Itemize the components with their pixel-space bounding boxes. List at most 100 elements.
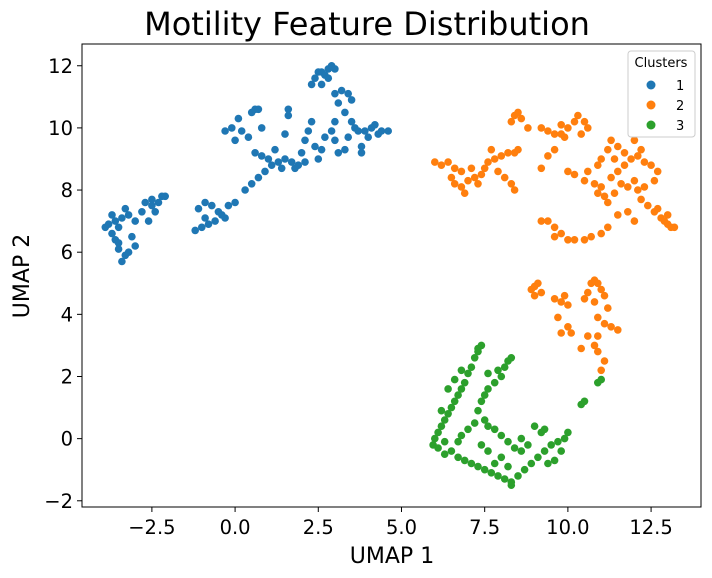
cluster-1-point (311, 74, 319, 82)
cluster-3-point (460, 456, 469, 465)
y-axis: −2 0 2 4 6 8 10 12 (44, 55, 82, 513)
cluster-2-point (464, 176, 472, 185)
cluster-1-point (118, 214, 126, 222)
cluster-3-point (454, 391, 462, 399)
cluster-1-point (257, 124, 266, 132)
cluster-3-point (507, 481, 516, 490)
cluster-2-point (594, 313, 602, 322)
cluster-2-point (490, 155, 499, 163)
x-tick-label: 10.0 (546, 516, 589, 539)
cluster-1-point (284, 105, 293, 114)
cluster-2-point (487, 145, 496, 154)
cluster-1-point (201, 198, 209, 207)
cluster-3-point (494, 472, 502, 480)
x-tick-label: 12.5 (629, 516, 672, 539)
cluster-3-point (454, 453, 462, 462)
cluster-1-point (284, 111, 293, 120)
cluster-2-point (467, 164, 476, 173)
cluster-2-point (550, 130, 559, 138)
cluster-3-point (457, 385, 466, 393)
cluster-1-point (304, 127, 313, 135)
cluster-3-point (497, 372, 506, 381)
cluster-1-point (311, 142, 319, 151)
cluster-3-point (507, 354, 516, 362)
cluster-3-point (450, 375, 459, 384)
y-tick-label: 6 (61, 241, 73, 264)
cluster-1-point (257, 152, 266, 160)
cluster-2-point (607, 323, 615, 331)
cluster-2-point (644, 201, 652, 210)
cluster-1-point (331, 65, 339, 73)
cluster-3-point (457, 366, 466, 375)
cluster-1-point (111, 217, 120, 225)
cluster-2-point (557, 298, 565, 306)
cluster-1-point (361, 127, 369, 135)
cluster-1-point (321, 133, 329, 141)
cluster-2-point (620, 161, 629, 169)
cluster-1-point (108, 211, 116, 219)
cluster-1-point (347, 117, 356, 126)
cluster-1-point (357, 142, 366, 151)
plot-frame (81, 43, 702, 508)
cluster-3-point (470, 419, 479, 427)
cluster-1-point (231, 136, 239, 145)
cluster-2-point (560, 291, 569, 300)
cluster-1-point (287, 158, 296, 166)
cluster-3-point (580, 397, 589, 406)
cluster-1-point (254, 105, 263, 114)
cluster-1-point (234, 114, 243, 123)
cluster-2-point (604, 145, 612, 154)
cluster-1-point (124, 248, 133, 256)
plot-area (101, 62, 679, 490)
chart-title: Motility Feature Distribution (144, 5, 590, 43)
y-tick-label: 2 (61, 365, 73, 388)
cluster-1-point (331, 89, 339, 98)
cluster-1-point (277, 164, 286, 173)
cluster-1-point (341, 108, 349, 117)
cluster-3-point (530, 422, 539, 431)
cluster-2-point (460, 189, 469, 197)
cluster-1-point (301, 158, 309, 166)
cluster-2-point (594, 161, 602, 169)
x-axis-label: UMAP 1 (350, 544, 434, 569)
cluster-2-point (590, 180, 599, 188)
cluster-2-point (580, 295, 589, 303)
y-tick-label: 10 (48, 117, 73, 140)
cluster-2-point (494, 167, 502, 176)
cluster-2-point (624, 208, 632, 216)
cluster-1-point (384, 127, 393, 135)
cluster-2-point (624, 183, 632, 191)
cluster-3-point (550, 456, 559, 465)
cluster-2-point (597, 155, 605, 163)
cluster-2-point (584, 124, 592, 132)
cluster-2-point (634, 152, 642, 160)
cluster-2-point (534, 279, 542, 288)
cluster-1-point (271, 145, 279, 154)
cluster-2-point (590, 298, 599, 306)
cluster-2-point (630, 217, 639, 225)
cluster-1-point (141, 198, 149, 207)
cluster-2-point (600, 319, 609, 328)
cluster-2-point (670, 223, 679, 232)
cluster-2-point (597, 183, 605, 191)
cluster-3-point (500, 363, 509, 372)
x-tick-label: 0.0 (220, 516, 251, 539)
cluster-3-point (447, 403, 456, 412)
cluster-1-point (267, 161, 276, 169)
cluster-2-point (537, 124, 546, 132)
cluster-3-point (444, 385, 452, 393)
cluster-3-point (490, 425, 499, 434)
cluster-2-point (604, 198, 612, 207)
cluster-2-point (600, 192, 609, 201)
cluster-1-point (114, 239, 123, 247)
cluster-3-point (487, 469, 496, 477)
cluster-2-point (614, 211, 622, 219)
y-tick-label: 4 (61, 303, 73, 326)
cluster-2-point (557, 229, 565, 238)
cluster-1-point (108, 229, 116, 238)
legend: Clusters 1 2 3 (627, 50, 696, 138)
cluster-3-point (494, 366, 502, 375)
cluster-2-point (604, 304, 612, 312)
cluster-3-point (490, 459, 499, 468)
cluster-2-point (594, 189, 602, 197)
